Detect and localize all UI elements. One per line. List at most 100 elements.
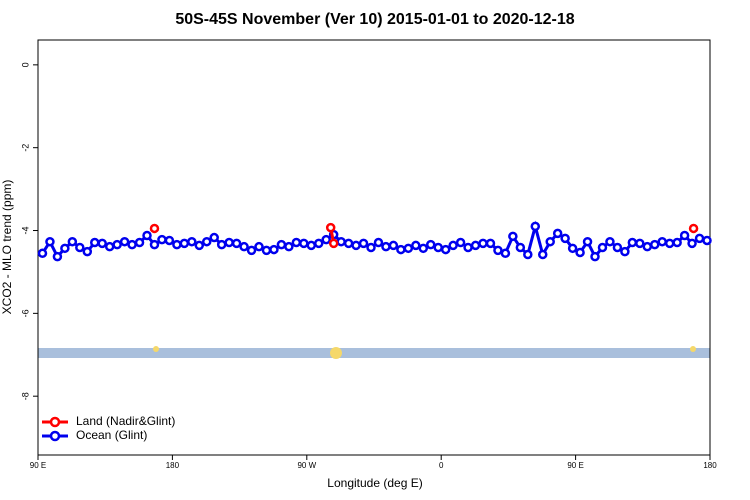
series-point (478, 238, 488, 249)
series-point (216, 239, 227, 250)
series-point (299, 238, 309, 249)
series-point (291, 237, 302, 248)
series-point (284, 241, 294, 252)
series-point (687, 238, 697, 249)
series-point (239, 241, 249, 252)
series-point (306, 240, 317, 251)
series-point (142, 230, 152, 241)
series-point (149, 223, 160, 234)
series-point (276, 239, 287, 250)
series-point (702, 235, 712, 246)
series-point (649, 239, 660, 250)
series-point (187, 236, 197, 247)
series-point (52, 251, 63, 262)
series-point (672, 237, 682, 248)
x-tick-label: 90 W (297, 461, 316, 470)
series-point (620, 246, 630, 257)
legend-label: Ocean (Glint) (76, 428, 147, 442)
series-point (313, 238, 324, 249)
series-point (612, 242, 623, 253)
series-point (82, 246, 93, 257)
series-point (515, 242, 526, 253)
series-point (269, 244, 279, 255)
x-tick-label: 0 (439, 461, 444, 470)
series-point (328, 238, 339, 249)
band-dot (153, 346, 159, 352)
series-point (37, 248, 48, 259)
surface-band (38, 348, 710, 358)
y-tick-label: 0 (20, 62, 30, 67)
series-point (560, 233, 570, 244)
series-point (231, 238, 242, 249)
legend-swatch (49, 416, 61, 428)
series-point (366, 242, 376, 253)
series-point (425, 239, 436, 250)
series-point (537, 249, 548, 260)
series-point (635, 238, 645, 249)
series-point (164, 235, 175, 246)
series-point (418, 243, 429, 254)
series-point (172, 239, 182, 250)
x-tick-label: 180 (166, 461, 180, 470)
series-point (75, 242, 85, 253)
series-point (463, 242, 473, 253)
series-point (127, 239, 137, 250)
y-tick-label: -2 (20, 144, 30, 152)
series-point (381, 241, 391, 252)
series-point (403, 243, 414, 254)
series-point (373, 237, 384, 248)
series-point (493, 245, 503, 256)
series-point (336, 236, 346, 247)
series-point (149, 239, 160, 250)
series-point (694, 233, 705, 244)
series-point (119, 236, 130, 247)
series-point (45, 236, 55, 247)
series-point (552, 228, 563, 239)
series-point (545, 236, 555, 247)
series-point (396, 244, 406, 255)
chart-title: 50S-45S November (Ver 10) 2015-01-01 to … (175, 11, 574, 28)
series-point (351, 240, 361, 251)
series-point (67, 236, 78, 247)
series-point (89, 237, 100, 248)
series-point (261, 245, 272, 256)
series-point (246, 245, 257, 256)
series-point (325, 222, 336, 233)
series-point (679, 230, 690, 241)
plot-frame (37, 39, 711, 456)
series-point (448, 240, 458, 251)
series-point (194, 240, 205, 251)
legend-swatch (49, 430, 61, 442)
series-point (664, 238, 675, 249)
y-axis-label: XCO2 - MLO trend (ppm) (0, 180, 14, 315)
series-point (530, 221, 541, 232)
series-point (455, 237, 466, 248)
series-point (157, 234, 167, 245)
x-axis-label: Longitude (deg E) (327, 476, 422, 490)
series-point (470, 240, 481, 251)
series-point (605, 236, 615, 247)
series-point (134, 237, 145, 248)
series-point (411, 240, 421, 251)
series-point (582, 236, 593, 247)
series-point (440, 244, 451, 255)
series-point (500, 248, 511, 259)
series-point (224, 237, 234, 248)
series-point (627, 237, 638, 248)
series-point (485, 238, 496, 249)
y-tick-label: -8 (20, 392, 30, 400)
series-point (201, 236, 212, 247)
legend-label: Land (Nadir&Glint) (76, 414, 175, 428)
series-point (523, 249, 533, 260)
series-point (597, 242, 608, 253)
series-point (508, 231, 518, 242)
series-point (179, 238, 190, 249)
series-point (209, 232, 219, 243)
y-tick-label: -6 (20, 309, 30, 317)
series-point (388, 240, 399, 251)
band-dot (690, 346, 696, 352)
series-point (657, 236, 667, 247)
series-point (112, 239, 122, 250)
x-tick-label: 180 (703, 461, 717, 470)
